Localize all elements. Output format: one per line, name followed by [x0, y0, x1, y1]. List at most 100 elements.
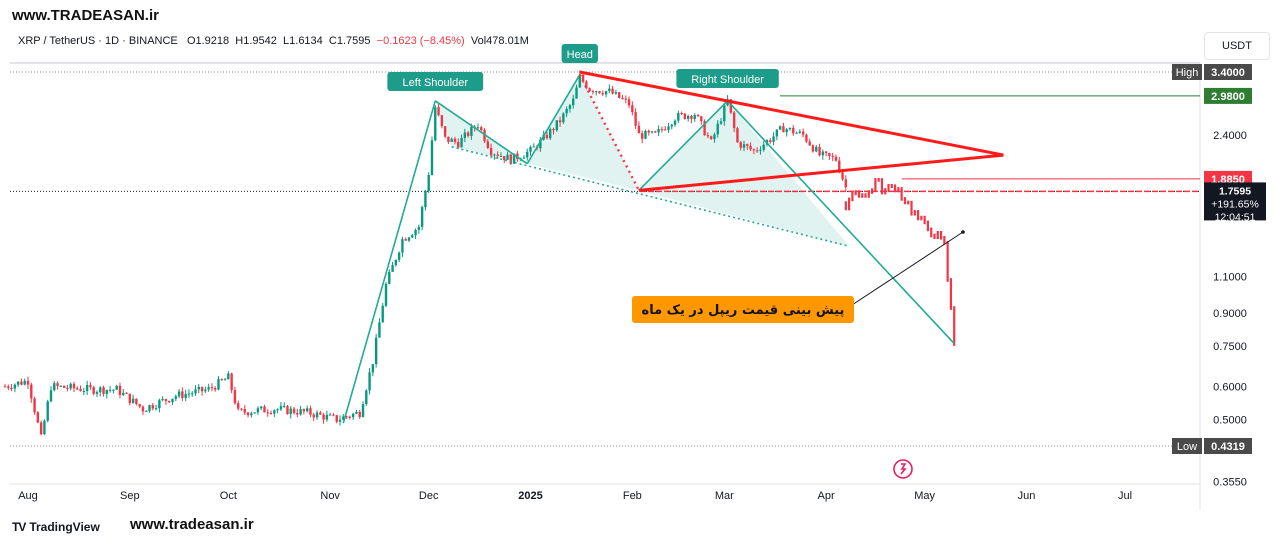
candle-body — [624, 98, 627, 100]
candle-body — [72, 383, 76, 389]
svg-text:Right Shoulder: Right Shoulder — [691, 74, 764, 86]
candle-body — [759, 149, 762, 151]
candle-body — [595, 91, 598, 93]
candle-body — [43, 420, 46, 435]
candle-body — [844, 179, 848, 188]
candle-body — [141, 406, 145, 412]
candle-body — [450, 138, 453, 142]
svg-text:1.7595: 1.7595 — [1219, 185, 1251, 197]
x-tick-label: 2025 — [518, 490, 542, 502]
candle-body — [657, 129, 660, 133]
candle-body — [358, 411, 361, 417]
candle-body — [447, 136, 450, 142]
candle-body — [46, 401, 49, 421]
replay-icon[interactable] — [893, 459, 913, 479]
candle-body — [489, 147, 493, 156]
candle-body — [663, 129, 667, 131]
tradingview-brand[interactable]: TV TradingView — [12, 520, 100, 534]
candle-body — [66, 387, 69, 389]
candle-body — [644, 130, 647, 139]
candle-body — [151, 405, 155, 409]
candle-body — [384, 283, 388, 306]
candle-body — [23, 380, 26, 385]
candle-body — [322, 414, 325, 420]
candle-body — [345, 416, 348, 418]
candle-body — [309, 408, 312, 415]
candle-body — [739, 142, 742, 148]
svg-text:Head: Head — [567, 49, 593, 61]
candle-body — [575, 87, 578, 99]
candle-body — [36, 412, 40, 423]
candle-body — [483, 130, 486, 142]
candle-body — [131, 398, 135, 404]
candle-body — [601, 93, 604, 95]
label-head: Head — [561, 44, 598, 63]
candle-body — [522, 157, 526, 159]
candle-body — [233, 390, 237, 404]
candle-body — [302, 409, 306, 412]
y-tick-label: 0.5000 — [1213, 414, 1247, 426]
candle-body — [568, 105, 572, 109]
candle-body — [466, 132, 470, 136]
candle-body — [56, 383, 59, 386]
candle-body — [677, 113, 680, 121]
candle-body — [782, 126, 785, 133]
current-price-tag: 1.7595+191.65%12:04:51 — [1204, 182, 1266, 223]
x-tick-label: Mar — [715, 490, 734, 502]
pattern-leg — [434, 100, 528, 165]
candle-body — [250, 413, 253, 416]
candle-body — [92, 387, 95, 394]
currency-button[interactable]: USDT — [1204, 32, 1270, 60]
candle-body — [125, 392, 128, 394]
svg-text:Left Shoulder: Left Shoulder — [403, 77, 469, 89]
candle-body — [755, 150, 759, 152]
candle-body — [351, 413, 355, 418]
candle-body — [637, 125, 641, 134]
candle-body — [174, 396, 177, 399]
candle-body — [565, 108, 568, 114]
symbol-legend[interactable]: XRP / TetherUS · 1D · BINANCE O1.9218 H1… — [18, 35, 529, 47]
candle-body — [273, 410, 276, 414]
svg-text:Low: Low — [1177, 441, 1197, 453]
candle-body — [660, 129, 664, 131]
candle-body — [197, 386, 200, 390]
candle-body — [572, 98, 575, 106]
candle-body — [798, 131, 802, 133]
candle-body — [828, 153, 831, 157]
candle-body — [118, 385, 122, 396]
candle-body — [703, 121, 706, 136]
candle-body — [808, 141, 811, 146]
candle-body — [204, 389, 207, 392]
x-tick-label: Feb — [623, 490, 642, 502]
candle-body — [240, 408, 243, 410]
high-label: H — [235, 35, 244, 47]
candle-body — [230, 373, 233, 391]
x-tick-label: Jul — [1118, 490, 1132, 502]
candle-body — [775, 129, 779, 137]
candle-body — [145, 410, 148, 412]
right-shoulder-fill — [638, 100, 850, 247]
candle-body — [788, 127, 792, 130]
candle-body — [457, 141, 460, 148]
high-value: 1.9542 — [243, 35, 277, 47]
candle-body — [437, 107, 440, 116]
candle-body — [158, 400, 161, 409]
candle-body — [328, 414, 332, 416]
candle-body — [115, 385, 118, 390]
candle-body — [305, 408, 309, 412]
y-tick-label: 2.4000 — [1213, 130, 1247, 142]
candle-body — [496, 154, 499, 157]
y-tick-label: 0.7500 — [1213, 341, 1247, 353]
candle-body — [191, 393, 194, 395]
candle-body — [227, 373, 230, 380]
candle-body — [545, 134, 549, 139]
x-tick-label: Nov — [320, 490, 340, 502]
candle-body — [769, 140, 772, 142]
candle-body — [62, 385, 66, 388]
candle-body — [128, 393, 132, 404]
y-tick-label: 0.6000 — [1213, 381, 1247, 393]
candle-body — [736, 128, 739, 143]
candle-body — [752, 149, 756, 151]
x-tick-label: Jun — [1018, 490, 1036, 502]
